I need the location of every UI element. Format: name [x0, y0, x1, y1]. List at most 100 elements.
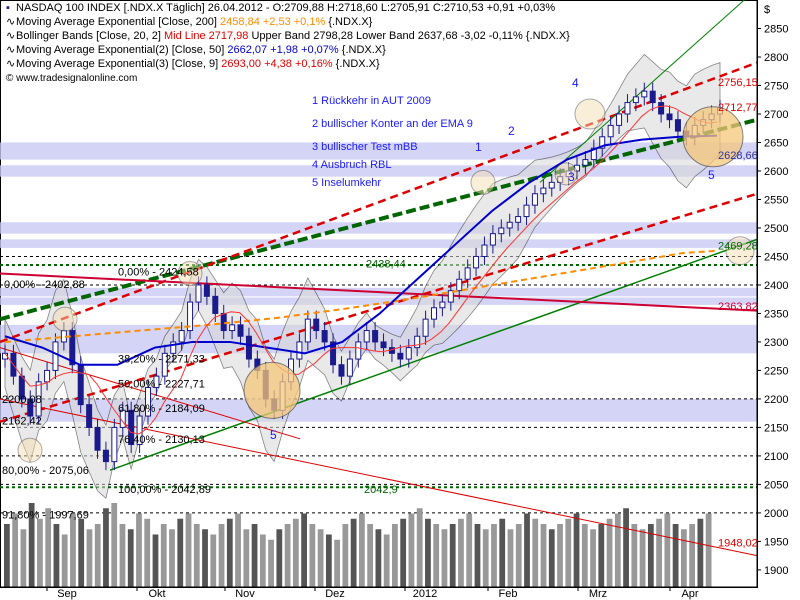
- volume-bar: [705, 513, 712, 587]
- candle-body: [355, 341, 362, 360]
- y-tick-label: 2100: [764, 451, 788, 463]
- x-tick-label: Sep: [57, 588, 77, 600]
- candle-body: [44, 369, 51, 383]
- volume-bar: [169, 529, 175, 587]
- candle-body: [405, 347, 412, 360]
- volume-bar: [243, 529, 250, 587]
- candle-body: [473, 255, 480, 269]
- marker-5a: 5: [708, 168, 715, 182]
- y-axis: 1900 1950 2000 2050 2100 2150 2200 2250 2300 2350…: [756, 0, 788, 587]
- highlight-circle: [243, 361, 301, 419]
- x-tick-label: Okt: [148, 588, 165, 600]
- header-title: NASDAQ 100 INDEX [.NDX.X Täglich] 26.04.…: [16, 2, 556, 14]
- volume-bar: [416, 508, 423, 587]
- volume-bar: [491, 524, 497, 587]
- candle-body: [439, 301, 446, 309]
- volume-bar: [689, 524, 696, 587]
- x-tick-label: 2012: [413, 588, 437, 600]
- volume-bar: [623, 508, 629, 587]
- annotation-2: 2 bullischer Konter an der EMA 9: [312, 118, 473, 130]
- volume-bar: [144, 518, 151, 587]
- volume-bar: [639, 529, 646, 587]
- candle-body: [229, 324, 236, 332]
- y-tick-label: 2200: [764, 394, 788, 406]
- volume-bar: [614, 513, 621, 587]
- fib-label: 91,80% - 1997,69: [2, 510, 89, 522]
- volume-bar: [70, 513, 76, 587]
- candle-body: [77, 364, 84, 406]
- volume-bar: [20, 529, 27, 587]
- candle-body: [447, 290, 454, 303]
- x-axis: Sep Okt Nov Dez 2012 Feb Mrz Apr: [0, 586, 757, 600]
- volume-bar: [581, 524, 588, 587]
- ema-lines: [4, 105, 718, 435]
- volume-bar: [565, 518, 572, 587]
- fib-label: 76,40% - 2130,13: [118, 434, 205, 446]
- volume-bar: [350, 518, 357, 587]
- highlight-circle: [574, 98, 606, 130]
- volume-bar: [226, 518, 233, 587]
- candle-body: [616, 113, 623, 126]
- candle-body: [599, 136, 606, 149]
- price-label-ema9: 2756,15: [718, 77, 758, 89]
- candle-body: [641, 90, 648, 98]
- price-label-ema200: 2469,28: [718, 241, 758, 253]
- marker-4: 4: [572, 76, 579, 90]
- volume-bar: [433, 524, 440, 587]
- volume-bar: [540, 524, 547, 587]
- candle-body: [414, 335, 421, 349]
- annotation-3: 3 bullischer Test mBB: [312, 141, 418, 153]
- trend-green-dashdot: [0, 117, 758, 322]
- annotation-5: 5 Inselumkehr: [312, 177, 382, 189]
- fib-band: [0, 222, 757, 234]
- volume-bar: [259, 534, 266, 587]
- trend-red-dashed-lower: [0, 192, 758, 423]
- fib-label: 2200,08: [2, 394, 42, 406]
- trend-green-thin: [539, 0, 745, 183]
- fib-label: 100,00% - 2042,89: [118, 484, 211, 496]
- y-tick-label: 2850: [764, 23, 788, 35]
- annotation-4: 4 Ausbruch RBL: [312, 159, 392, 171]
- volume-bar: [458, 518, 464, 587]
- candle-body: [346, 358, 353, 377]
- fib-label: 0,00% - 2402,88: [4, 279, 85, 291]
- candle-body: [94, 426, 101, 451]
- volume-bar: [408, 513, 415, 587]
- volume-bar: [367, 524, 374, 587]
- header-line-3: ∿Bollinger Bands [Close, 20, 2] Mid Line…: [6, 30, 570, 42]
- price-label-mid: 2712,77: [718, 102, 758, 114]
- candle-body: [456, 278, 463, 292]
- fib-band: [0, 398, 757, 422]
- candle-body: [145, 387, 151, 417]
- x-tick-label: Apr: [681, 588, 698, 600]
- volume-bar: [557, 524, 563, 587]
- price-label-support: 2438,44: [366, 258, 406, 270]
- candle-body: [102, 449, 109, 463]
- fib-label: 2162,42: [2, 416, 42, 428]
- fib-band: [0, 165, 757, 177]
- y-axis-label: $: [764, 4, 770, 16]
- highlight-circle: [17, 437, 43, 463]
- candle-body: [220, 312, 227, 332]
- y-tick-label: 2150: [764, 422, 788, 434]
- highlight-circle: [554, 162, 578, 186]
- y-tick-label: 2300: [764, 337, 788, 349]
- fib-label: 0,00% - 2424,58: [118, 266, 199, 278]
- volume-bar: [359, 513, 365, 587]
- candle-body: [624, 102, 631, 115]
- volume-bar: [515, 524, 522, 587]
- y-tick-label: 2500: [764, 223, 788, 235]
- candle-body: [363, 330, 370, 343]
- fib-band: [0, 239, 757, 248]
- candle-body: [422, 318, 429, 337]
- volume-bar: [325, 534, 332, 587]
- candle-body: [136, 415, 143, 446]
- ema200-value: 2458,84 +2,53 +0,1%: [220, 16, 326, 28]
- volume-bar: [425, 518, 431, 587]
- volume-bar: [392, 524, 398, 587]
- volume-bar: [664, 513, 671, 587]
- ema9-name: Moving Average Exponential(3) [Close, 9]: [16, 58, 219, 70]
- candle-body: [397, 352, 404, 360]
- candle-body: [27, 398, 34, 417]
